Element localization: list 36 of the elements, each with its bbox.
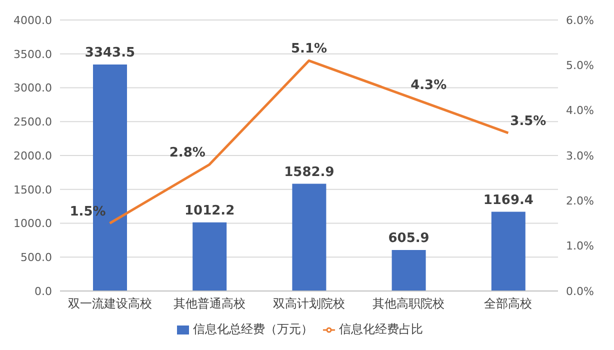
x-tick-label: 其他普通高校 <box>173 296 246 311</box>
x-tick-label: 其他高职院校 <box>372 296 445 311</box>
y2-tick-label: 2.0% <box>566 194 594 208</box>
data-label: 1582.9 <box>284 164 334 180</box>
data-label: 2.8% <box>169 146 206 161</box>
legend-label: 信息化经费占比 <box>339 322 423 336</box>
y-tick-label: 2000.0 <box>14 149 52 162</box>
y-tick-label: 0.0 <box>34 284 52 298</box>
legend-label: 信息化总经费（万元） <box>193 322 313 336</box>
y-tick-label: 3000.0 <box>14 82 52 95</box>
data-label: 605.9 <box>388 230 430 246</box>
y2-tick-label: 4.0% <box>566 104 594 118</box>
y2-tick-label: 5.0% <box>566 59 594 72</box>
y2-tick-label: 0.0% <box>566 284 594 298</box>
y-tick-label: 500.0 <box>20 251 52 264</box>
x-tick-label: 全部高校 <box>484 296 532 311</box>
x-tick-label: 双高计划院校 <box>273 296 345 311</box>
y-tick-label: 2500.0 <box>14 116 52 129</box>
data-label: 1169.4 <box>483 192 534 208</box>
y2-tick-label: 3.0% <box>566 149 594 162</box>
data-label: 1012.2 <box>184 203 235 218</box>
y-tick-label: 3500.0 <box>14 48 52 61</box>
y-tick-label: 1500.0 <box>14 183 52 196</box>
data-label: 4.3% <box>410 78 447 93</box>
y-tick-label: 1000.0 <box>14 217 52 230</box>
data-label: 3343.5 <box>84 45 136 60</box>
data-label: 5.1% <box>290 42 328 57</box>
bar <box>292 184 326 291</box>
bar <box>392 250 426 291</box>
y2-tick-label: 6.0% <box>566 14 594 27</box>
x-tick-label: 双一流建设高校 <box>68 296 152 311</box>
y-tick-label: 4000.0 <box>14 14 52 27</box>
bar <box>192 222 227 291</box>
data-label: 3.5% <box>510 114 546 129</box>
bar <box>491 212 526 291</box>
y2-tick-label: 1.0% <box>566 240 594 253</box>
